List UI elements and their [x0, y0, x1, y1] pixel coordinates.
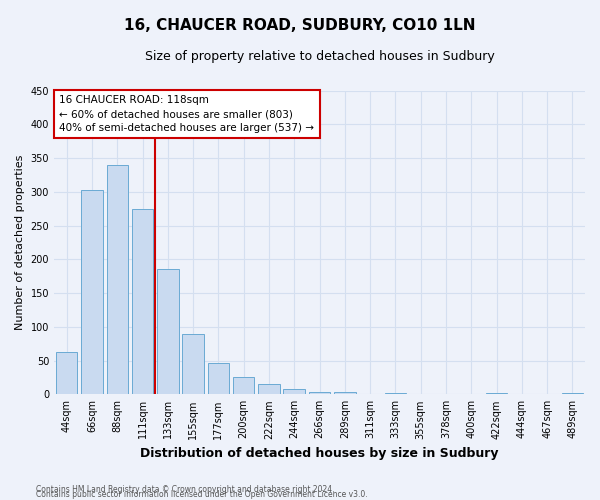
- Title: Size of property relative to detached houses in Sudbury: Size of property relative to detached ho…: [145, 50, 494, 63]
- Bar: [56, 352, 77, 395]
- Text: 16 CHAUCER ROAD: 118sqm
← 60% of detached houses are smaller (803)
40% of semi-d: 16 CHAUCER ROAD: 118sqm ← 60% of detache…: [59, 95, 314, 133]
- Bar: [283, 389, 305, 394]
- Bar: [132, 208, 153, 394]
- Bar: [157, 270, 179, 394]
- X-axis label: Distribution of detached houses by size in Sudbury: Distribution of detached houses by size …: [140, 447, 499, 460]
- Bar: [309, 392, 330, 394]
- Bar: [385, 393, 406, 394]
- Bar: [486, 393, 507, 394]
- Text: Contains HM Land Registry data © Crown copyright and database right 2024.: Contains HM Land Registry data © Crown c…: [36, 484, 335, 494]
- Y-axis label: Number of detached properties: Number of detached properties: [15, 154, 25, 330]
- Bar: [107, 165, 128, 394]
- Bar: [233, 378, 254, 394]
- Text: 16, CHAUCER ROAD, SUDBURY, CO10 1LN: 16, CHAUCER ROAD, SUDBURY, CO10 1LN: [124, 18, 476, 32]
- Bar: [182, 334, 204, 394]
- Text: Contains public sector information licensed under the Open Government Licence v3: Contains public sector information licen…: [36, 490, 368, 499]
- Bar: [258, 384, 280, 394]
- Bar: [562, 393, 583, 394]
- Bar: [334, 392, 356, 394]
- Bar: [81, 190, 103, 394]
- Bar: [208, 364, 229, 394]
